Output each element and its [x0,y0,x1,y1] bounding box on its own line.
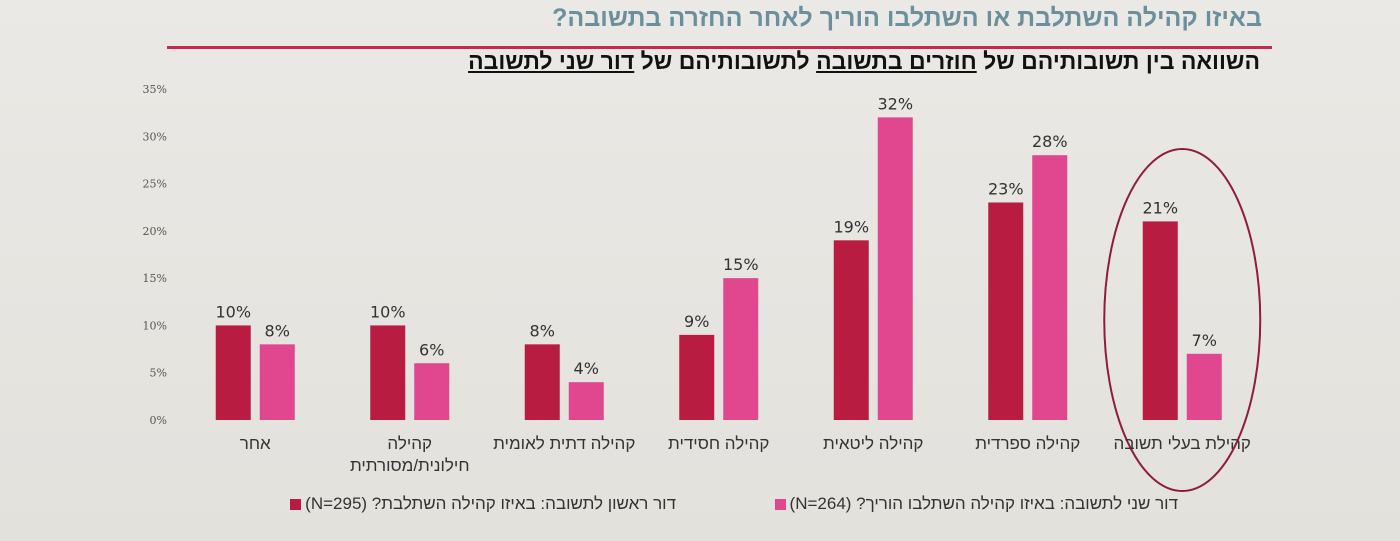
bar [414,363,450,420]
bar [1186,353,1222,420]
legend-swatch [290,498,302,510]
x-category-label: קהילה חילונית/מסורתית [349,434,470,475]
bar [259,344,295,420]
subtitle-part: השוואה בין תשובותיהם של [976,48,1260,74]
bar [988,202,1024,420]
x-category-label: קהילה חסידית [668,434,770,453]
data-label: 10% [370,302,406,321]
legend-label: דור שני לתשובה: באיזו קהילה השתלבו הוריך… [789,494,1178,513]
bar [568,382,604,420]
y-tick-label: 15% [143,272,167,285]
data-label: 8% [530,321,555,340]
y-tick-label: 35% [143,83,167,96]
subtitle-part: לתשובותיהם של [634,48,817,74]
x-category-label: אחר [239,434,271,453]
bar [370,325,406,420]
subtitle-part-underlined: דור שני לתשובה [468,48,635,74]
y-tick-label: 20% [143,225,167,238]
data-label: 4% [574,359,599,378]
highlight-ellipse [1103,148,1262,492]
bar [833,240,869,420]
y-tick-label: 25% [143,178,167,191]
data-label: 6% [419,340,444,359]
bar [215,325,251,420]
data-label: 32% [877,94,913,113]
y-tick-label: 10% [143,319,167,332]
y-tick-label: 5% [150,367,167,380]
subtitle-part-underlined: חוזרים בתשובה [816,48,977,74]
legend-item-series-2: דור שני לתשובה: באיזו קהילה השתלבו הוריך… [774,494,1178,514]
legend-swatch [774,498,786,510]
data-label: 19% [833,217,869,236]
bar [877,117,913,420]
slide-subtitle: השוואה בין תשובותיהם של חוזרים בתשובה לת… [468,48,1260,75]
data-label: 7% [1192,331,1217,350]
bar [524,344,560,420]
legend-label: דור ראשון לתשובה: באיזו קהילה השתלבת? (N… [305,494,676,513]
x-category-label: קהילת בעלי תשובה [1113,434,1251,453]
data-label: 10% [215,302,251,321]
data-label: 28% [1032,132,1068,151]
x-category-label: קהילה ליטאית [823,434,924,453]
legend-item-series-1: דור ראשון לתשובה: באיזו קהילה השתלבת? (N… [290,494,676,514]
data-label: 23% [988,179,1024,198]
x-category-label: קהילה דתית לאומית [493,434,636,453]
slide-title: באיזו קהילה השתלבת או השתלבו הוריך לאחר … [552,4,1262,32]
y-tick-label: 0% [150,414,167,427]
data-label: 8% [265,321,290,340]
data-label: 21% [1142,198,1178,217]
bar [1142,221,1178,420]
y-tick-label: 30% [143,130,167,143]
title-divider [167,46,1272,49]
bar [1032,155,1068,420]
bar [723,278,759,420]
bar [679,334,715,420]
data-label: 15% [723,255,759,274]
data-label: 9% [684,312,709,331]
x-category-label: קהילה ספרדית [975,434,1081,453]
